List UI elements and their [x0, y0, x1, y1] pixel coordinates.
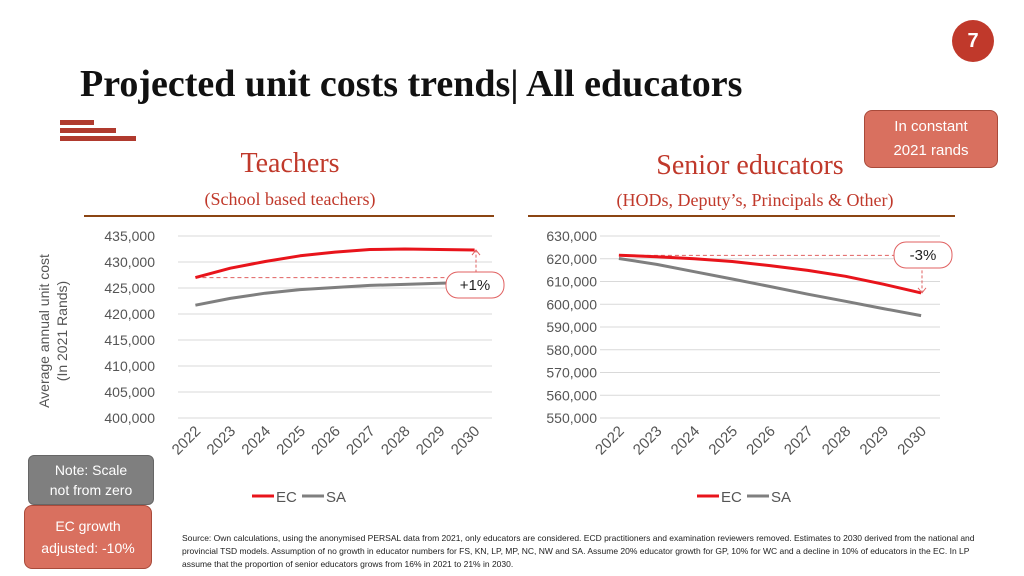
x-tick-label: 2028: [819, 423, 855, 459]
teachers-rule: [84, 215, 494, 217]
ec-growth-note: EC growth adjusted: -10%: [24, 505, 152, 569]
y-tick-label: 580,000: [546, 342, 597, 358]
legend-label-ec: EC: [276, 489, 297, 506]
x-tick-label: 2023: [204, 423, 240, 459]
y-tick-label: 610,000: [546, 274, 597, 290]
y-tick-label: 435,000: [104, 228, 155, 244]
logo-bar-1: [60, 120, 94, 125]
logo-bar-2: [60, 128, 116, 133]
annotation-callout-1: [893, 241, 953, 269]
x-tick-label: 2027: [781, 423, 817, 459]
note-line1: Note: Scale: [54, 462, 128, 478]
x-tick-label: 2029: [857, 423, 893, 459]
y-tick-label: 630,000: [546, 228, 597, 244]
legend-label-sa: SA: [771, 489, 791, 506]
y-tick-label: 560,000: [546, 387, 597, 403]
senior-title: Senior educators: [656, 150, 844, 181]
y-tick-label: 600,000: [546, 296, 597, 312]
note-line2: not from zero: [49, 482, 133, 498]
y-tick-label: 405,000: [104, 384, 155, 400]
series-line-ec-1: [618, 253, 922, 295]
series-line-sa-0: [195, 280, 475, 307]
x-tick-label: 2028: [378, 423, 414, 459]
legend-label-sa: SA: [326, 489, 346, 506]
x-tick-label: 2024: [668, 423, 704, 459]
annotation-arrowhead-1: [917, 287, 927, 294]
x-tick-label: 2027: [343, 423, 379, 459]
annotation-label: +1%: [460, 277, 490, 294]
x-tick-label: 2025: [273, 423, 309, 459]
legend-label-ec: EC: [721, 489, 742, 506]
x-tick-label: 2026: [743, 423, 779, 459]
slide-number-badge: 7: [952, 20, 994, 62]
ec-adjust-line2: adjusted: -10%: [41, 540, 135, 556]
y-tick-label: 410,000: [104, 358, 155, 374]
x-tick-label: 2024: [238, 423, 274, 459]
x-tick-label: 2025: [705, 423, 741, 459]
annotation-label: -3%: [910, 247, 937, 264]
constant-box-line1: In constant: [894, 118, 968, 135]
logo-bar-3: [60, 136, 136, 141]
y-tick-label: 400,000: [104, 410, 155, 426]
x-tick-label: 2029: [413, 423, 449, 459]
annotation-callout-0: [445, 271, 505, 299]
y-tick-label: 620,000: [546, 251, 597, 267]
x-tick-label: 2026: [308, 423, 344, 459]
x-tick-label: 2022: [169, 423, 205, 459]
scale-note: Note: Scale not from zero: [28, 455, 154, 505]
y-tick-label: 570,000: [546, 365, 597, 381]
teachers-title: Teachers: [240, 148, 340, 179]
senior-rule: [528, 215, 955, 217]
x-tick-label: 2030: [448, 423, 484, 459]
y-tick-label: 425,000: [104, 280, 155, 296]
y-tick-label: 415,000: [104, 332, 155, 348]
teachers-subtitle: (School based teachers): [204, 189, 376, 209]
senior-subtitle: (HODs, Deputy’s, Principals & Other): [616, 190, 894, 210]
annotation-arrowhead-0: [471, 249, 481, 256]
series-line-ec-0: [195, 247, 475, 280]
x-tick-label: 2023: [630, 423, 666, 459]
source-note: Source: Own calculations, using the anon…: [182, 533, 975, 569]
y-tick-label: 430,000: [104, 254, 155, 270]
y-tick-label: 550,000: [546, 410, 597, 426]
series-line-sa-1: [618, 257, 922, 318]
x-tick-label: 2022: [592, 423, 628, 459]
constant-rands-box: In constant 2021 rands: [864, 110, 998, 168]
constant-box-line2: 2021 rands: [893, 142, 969, 159]
x-tick-label: 2030: [894, 423, 930, 459]
page-title: Projected unit costs trends| All educato…: [80, 63, 743, 105]
y-tick-label: 420,000: [104, 306, 155, 322]
ec-adjust-line1: EC growth: [55, 518, 121, 534]
y-tick-label: 590,000: [546, 319, 597, 335]
